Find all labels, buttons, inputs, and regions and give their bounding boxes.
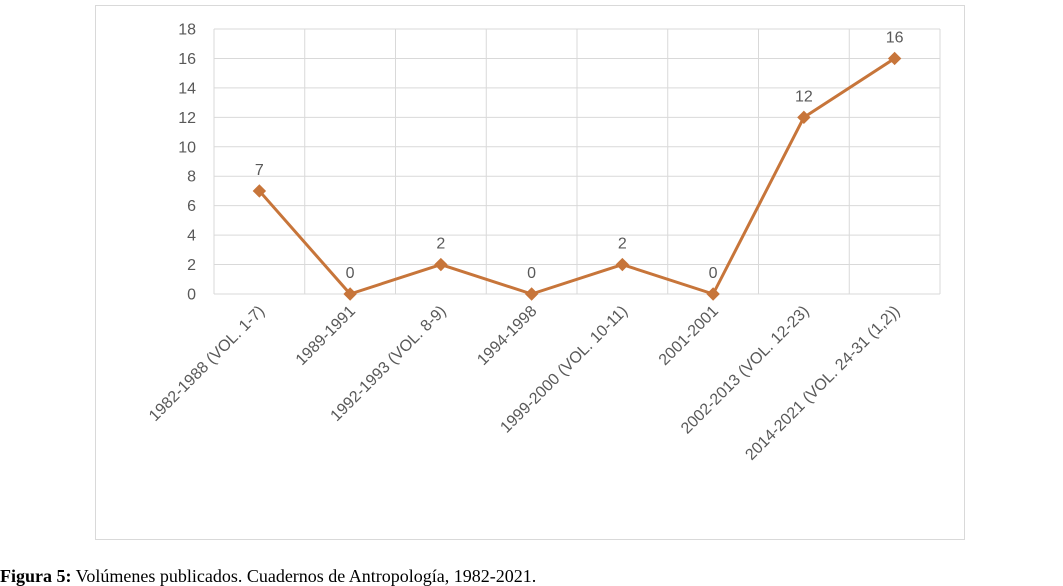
y-tick-label: 10 bbox=[178, 139, 196, 156]
x-tick-label: 1982-1988 (VOL. 1-7) bbox=[146, 303, 268, 425]
line-chart: 0 2 4 6 8 10 12 14 16 18 1982-1988 (VOL. 1-7) 1989… bbox=[146, 22, 941, 464]
series bbox=[252, 51, 902, 301]
y-tick-label: 6 bbox=[187, 198, 196, 215]
data-point bbox=[615, 257, 630, 272]
data-label: 7 bbox=[255, 162, 264, 179]
gridlines bbox=[213, 28, 941, 295]
data-point bbox=[524, 287, 539, 301]
data-label: 0 bbox=[346, 265, 355, 282]
data-point bbox=[797, 110, 811, 125]
y-tick-label: 0 bbox=[187, 287, 196, 304]
y-tick-label: 14 bbox=[178, 80, 196, 97]
x-tick-label: 1989-1991 bbox=[293, 303, 359, 369]
data-label: 2 bbox=[618, 236, 627, 253]
caption-text: Volúmenes publicados. Cuadernos de Antro… bbox=[71, 566, 537, 586]
data-labels: 7 0 2 0 2 0 12 16 bbox=[255, 29, 904, 282]
data-label: 0 bbox=[709, 265, 718, 282]
figure-caption: Figura 5: Volúmenes publicados. Cuaderno… bbox=[0, 566, 1063, 586]
data-point bbox=[706, 287, 720, 301]
y-tick-label: 16 bbox=[178, 51, 196, 68]
y-tick-label: 4 bbox=[187, 228, 196, 245]
y-tick-label: 12 bbox=[178, 110, 196, 127]
data-label: 0 bbox=[527, 265, 536, 282]
data-label: 16 bbox=[886, 29, 904, 46]
data-point bbox=[343, 287, 357, 301]
y-axis: 0 2 4 6 8 10 12 14 16 18 bbox=[178, 22, 196, 304]
data-point bbox=[887, 51, 902, 66]
y-tick-label: 8 bbox=[187, 169, 196, 186]
y-tick-label: 18 bbox=[178, 22, 196, 39]
series-line bbox=[258, 57, 896, 296]
data-label: 2 bbox=[436, 236, 445, 253]
y-tick-label: 2 bbox=[187, 257, 196, 274]
caption-label: Figura 5: bbox=[0, 566, 72, 586]
data-label: 12 bbox=[795, 88, 813, 105]
x-tick-label: 1994-1998 bbox=[474, 303, 540, 369]
x-tick-label: 2014-2021 (VOL. 24-31 (1,2)) bbox=[742, 303, 903, 464]
data-point bbox=[252, 184, 267, 198]
chart-frame bbox=[95, 5, 965, 540]
data-point bbox=[434, 257, 448, 272]
x-tick-label: 2001-2001 bbox=[656, 303, 722, 369]
